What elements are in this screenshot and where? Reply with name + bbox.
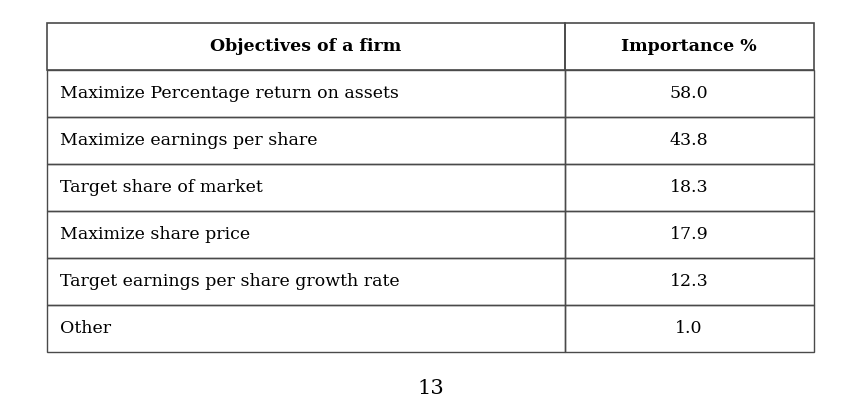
- Text: 12.3: 12.3: [670, 272, 709, 290]
- Text: Maximize share price: Maximize share price: [60, 225, 251, 243]
- Bar: [47, 305, 565, 352]
- Text: 1.0: 1.0: [675, 319, 703, 337]
- Bar: [47, 305, 565, 352]
- Bar: [565, 164, 814, 210]
- Bar: [47, 23, 565, 70]
- Text: 18.3: 18.3: [670, 179, 709, 196]
- Bar: [47, 258, 565, 305]
- Text: Target share of market: Target share of market: [60, 179, 263, 196]
- Text: Maximize Percentage return on assets: Maximize Percentage return on assets: [60, 85, 400, 102]
- Bar: [47, 117, 565, 164]
- Bar: [47, 210, 565, 258]
- Bar: [565, 70, 814, 117]
- Bar: [565, 117, 814, 164]
- Bar: [47, 70, 565, 117]
- Bar: [47, 117, 565, 164]
- Text: Objectives of a firm: Objectives of a firm: [210, 38, 401, 55]
- Text: 43.8: 43.8: [670, 132, 709, 149]
- Text: Importance %: Importance %: [622, 38, 757, 55]
- Bar: [565, 305, 814, 352]
- Bar: [565, 164, 814, 210]
- Bar: [565, 258, 814, 305]
- Bar: [47, 23, 565, 70]
- Text: Other: Other: [60, 319, 111, 337]
- Bar: [565, 23, 814, 70]
- Text: 17.9: 17.9: [670, 225, 709, 243]
- Bar: [565, 70, 814, 117]
- Text: Maximize earnings per share: Maximize earnings per share: [60, 132, 318, 149]
- Bar: [47, 164, 565, 210]
- Bar: [565, 117, 814, 164]
- Bar: [47, 258, 565, 305]
- Bar: [565, 210, 814, 258]
- Bar: [565, 210, 814, 258]
- Bar: [565, 23, 814, 70]
- Text: 13: 13: [417, 379, 444, 399]
- Bar: [565, 258, 814, 305]
- Text: 58.0: 58.0: [670, 85, 709, 102]
- Bar: [47, 70, 565, 117]
- Text: Target earnings per share growth rate: Target earnings per share growth rate: [60, 272, 400, 290]
- Bar: [47, 210, 565, 258]
- Bar: [47, 164, 565, 210]
- Bar: [565, 305, 814, 352]
